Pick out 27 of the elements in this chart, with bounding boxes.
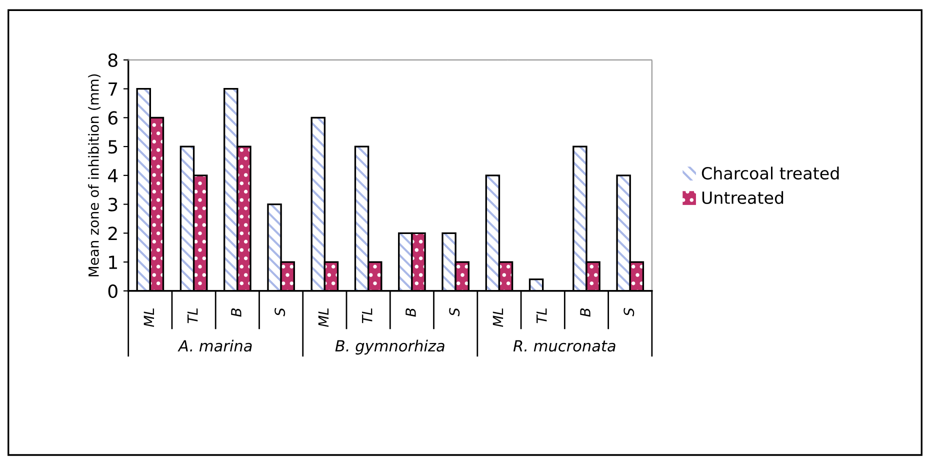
y-tick-label: 3 [108,198,118,212]
x-tick-label: B [580,308,590,317]
text: A. marina [178,340,252,352]
x-tick-label: ML [318,308,329,327]
x-tick-label: S [624,308,634,316]
y-axis-title: Mean zone of inhibition (mm) [88,74,101,276]
x-tick-label: B [231,308,242,317]
text: B. gymnorhiza [335,340,444,355]
x-tick-label: TL [187,308,198,324]
x-tick-label: TL [362,308,372,324]
y-tick-label: 6 [108,111,118,125]
legend-label: Charcoal treated [702,166,839,180]
x-tick-label: S [274,308,286,316]
x-tick-label: TL [536,308,547,324]
y-tick-label: 2 [108,226,117,240]
y-tick-label: 7 [108,82,118,96]
x-tick-label: S [449,308,460,316]
legend-label: Untreated [702,191,784,204]
x-tick-label: ML [144,308,154,327]
x-tick-label: ML [492,308,504,327]
y-tick-label: 0 [108,284,118,298]
y-tick-label: 5 [108,140,118,154]
y-tick-label: 8 [108,53,118,68]
y-tick-label: 1 [109,256,117,269]
text: R. mucronata [513,340,616,352]
y-tick-label: 4 [108,169,118,182]
x-tick-label: B [406,308,416,317]
